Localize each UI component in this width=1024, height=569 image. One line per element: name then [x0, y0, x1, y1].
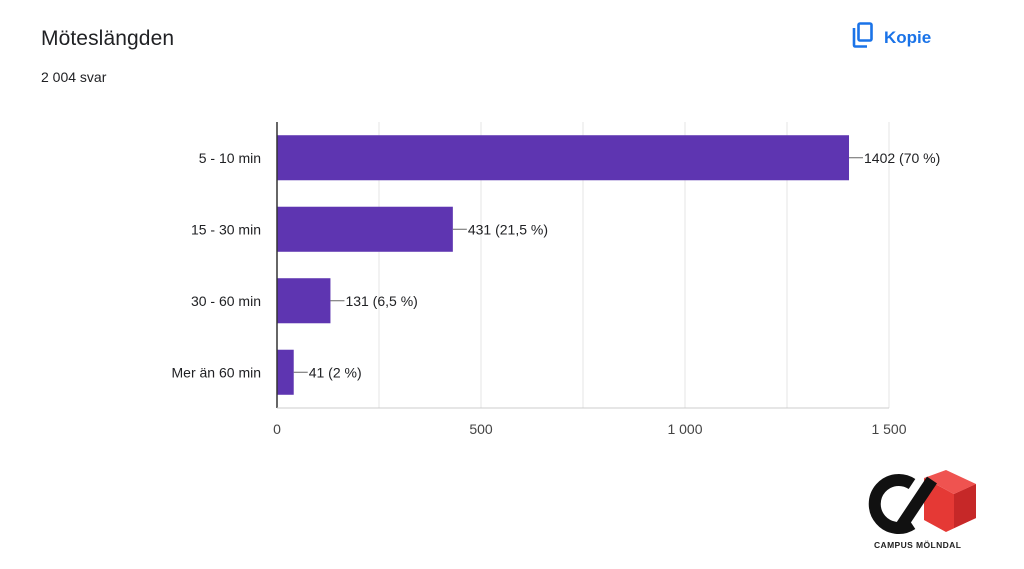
category-label: 5 - 10 min [199, 150, 261, 166]
data-label: 431 (21,5 %) [468, 221, 548, 237]
copy-button[interactable]: Kopie [852, 22, 954, 53]
x-tick-label: 1 500 [871, 421, 906, 437]
x-tick-label: 1 000 [667, 421, 702, 437]
response-count: 2 004 svar [41, 69, 107, 85]
data-label: 131 (6,5 %) [345, 293, 417, 309]
copy-button-label: Kopie [884, 27, 932, 47]
x-tick-label: 0 [273, 421, 281, 437]
bar [277, 349, 294, 395]
data-label: 1402 (70 %) [864, 150, 940, 166]
logo-text: CAMPUS MÖLNDAL [874, 540, 962, 550]
bar [277, 206, 453, 252]
page-title: Möteslängden [41, 27, 175, 50]
x-tick-label: 500 [469, 421, 493, 437]
bar [277, 278, 331, 324]
campus-molndal-logo [866, 470, 978, 543]
copy-icon [852, 22, 874, 53]
bar [277, 135, 850, 181]
data-label: 41 (2 %) [309, 364, 362, 380]
category-label: 30 - 60 min [191, 293, 261, 309]
category-label: Mer än 60 min [172, 364, 261, 380]
category-label: 15 - 30 min [191, 221, 261, 237]
